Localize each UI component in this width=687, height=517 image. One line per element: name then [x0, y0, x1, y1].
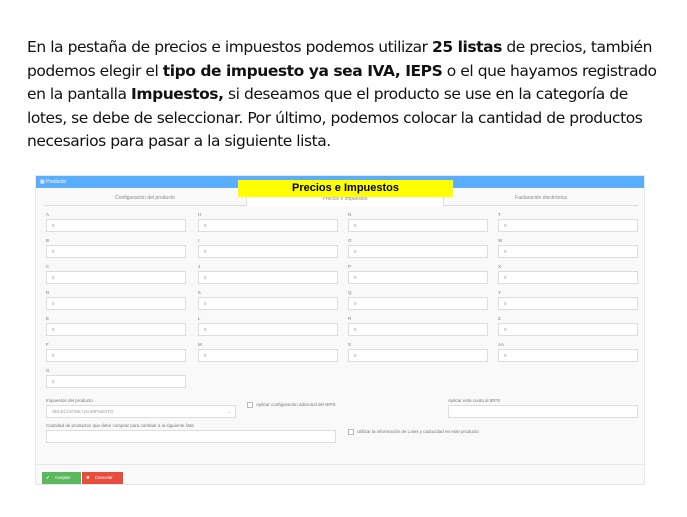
price-list-input[interactable]: 0: [198, 271, 338, 284]
price-list-label: X: [498, 264, 502, 269]
price-list-input[interactable]: 0: [498, 297, 638, 310]
bold-text: Impuestos,: [131, 85, 224, 103]
price-list-input[interactable]: 0: [198, 349, 338, 362]
ieps-checkbox[interactable]: [247, 402, 253, 408]
price-list-input[interactable]: 0: [46, 323, 186, 336]
lots-checkbox[interactable]: [348, 429, 354, 435]
cancel-label: Cancelar: [94, 475, 113, 480]
tax-select[interactable]: SELECCIONE UN IMPUESTO ⌄: [46, 405, 236, 418]
lots-checkbox-label: Utilizar la información de Lotes y caduc…: [357, 429, 479, 434]
price-list-input[interactable]: 0: [498, 245, 638, 258]
price-list-label: D: [46, 290, 50, 295]
chevron-down-icon: ⌄: [227, 409, 231, 414]
price-list-label: F: [46, 342, 49, 347]
text: si deseamos que el producto se use en la…: [27, 85, 643, 150]
description-paragraph: En la pestaña de precios e impuestos pod…: [27, 36, 667, 154]
grid-icon: ▦: [40, 179, 47, 185]
price-list-input[interactable]: 0: [46, 245, 186, 258]
price-list-label: N: [348, 212, 352, 217]
price-list-label: C: [46, 264, 50, 269]
tab-configuracion[interactable]: Configuración del producto: [44, 190, 246, 206]
price-list-input[interactable]: 0: [348, 245, 488, 258]
quantity-label: Cantidad de productos que debe comprar p…: [46, 423, 194, 428]
check-icon: ✔: [46, 475, 55, 480]
tab-facturacion[interactable]: Facturación electrónica: [444, 190, 638, 206]
price-list-input[interactable]: 0: [46, 375, 186, 388]
price-list-label: M: [198, 342, 202, 347]
price-list-label: E: [46, 316, 50, 321]
bold-text: 25 listas: [432, 38, 502, 56]
price-list-label: P: [348, 264, 352, 269]
price-list-input[interactable]: 0: [348, 271, 488, 284]
price-list-label: Q: [348, 290, 352, 295]
price-list-input[interactable]: 0: [198, 297, 338, 310]
price-list-label: B: [46, 238, 50, 243]
product-window-screenshot: ▦ Producto Configuración del producto Pr…: [35, 175, 645, 485]
price-list-input[interactable]: 0: [348, 349, 488, 362]
select-value: SELECCIONE UN IMPUESTO: [52, 409, 114, 414]
price-list-label: Y: [498, 290, 502, 295]
price-list-input[interactable]: 0: [198, 219, 338, 232]
price-list-input[interactable]: 0: [498, 323, 638, 336]
price-list-input[interactable]: 0: [498, 219, 638, 232]
price-list-input[interactable]: 0: [46, 219, 186, 232]
price-list-input[interactable]: 0: [498, 271, 638, 284]
ieps-checkbox-label: Aplicar configuración adicional del IEPS: [256, 402, 336, 407]
price-list-label: AA: [498, 342, 505, 347]
taxes-label: Impuestos del producto: [46, 398, 93, 403]
price-list-label: I: [198, 238, 200, 243]
price-list-label: Z: [498, 316, 501, 321]
price-list-label: J: [198, 264, 201, 269]
price-list-input[interactable]: 0: [46, 271, 186, 284]
price-list-input[interactable]: 0: [198, 323, 338, 336]
ieps-quota-input[interactable]: [448, 405, 638, 418]
text: En la pestaña de precios e impuestos pod…: [27, 38, 433, 56]
quantity-input[interactable]: [46, 430, 336, 443]
price-list-input[interactable]: 0: [348, 219, 488, 232]
text: de precios, también podemos elegir el: [27, 38, 652, 80]
accept-button[interactable]: ✔ Aceptar: [42, 472, 81, 484]
price-list-label: T: [498, 212, 501, 217]
price-list-label: S: [348, 342, 352, 347]
highlight-label: Precios e Impuestos: [238, 180, 453, 197]
price-list-input[interactable]: 0: [498, 349, 638, 362]
price-list-label: W: [498, 238, 503, 243]
price-list-label: G: [46, 368, 50, 373]
price-list-label: K: [198, 290, 202, 295]
text: o el que hayamos registrado en la pantal…: [27, 61, 657, 104]
price-list-label: L: [198, 316, 201, 321]
price-list-input[interactable]: 0: [198, 245, 338, 258]
price-list-input[interactable]: 0: [46, 297, 186, 310]
price-list-label: R: [348, 316, 352, 321]
divider: [36, 464, 644, 465]
accept-label: Aceptar: [54, 475, 71, 480]
price-list-input[interactable]: 0: [348, 323, 488, 336]
window-title: Producto: [46, 179, 67, 185]
price-list-label: A: [46, 212, 50, 217]
price-list-input[interactable]: 0: [348, 297, 488, 310]
price-list-label: O: [348, 238, 352, 243]
price-list-label: H: [198, 212, 202, 217]
ieps-quota-label: Aplicar esta cuota al IEPS: [448, 398, 501, 403]
price-list-input[interactable]: 0: [46, 349, 186, 362]
close-icon: ✖: [86, 475, 95, 480]
bold-text: tipo de impuesto ya sea IVA, IEPS: [162, 61, 443, 80]
cancel-button[interactable]: ✖ Cancelar: [82, 472, 123, 484]
